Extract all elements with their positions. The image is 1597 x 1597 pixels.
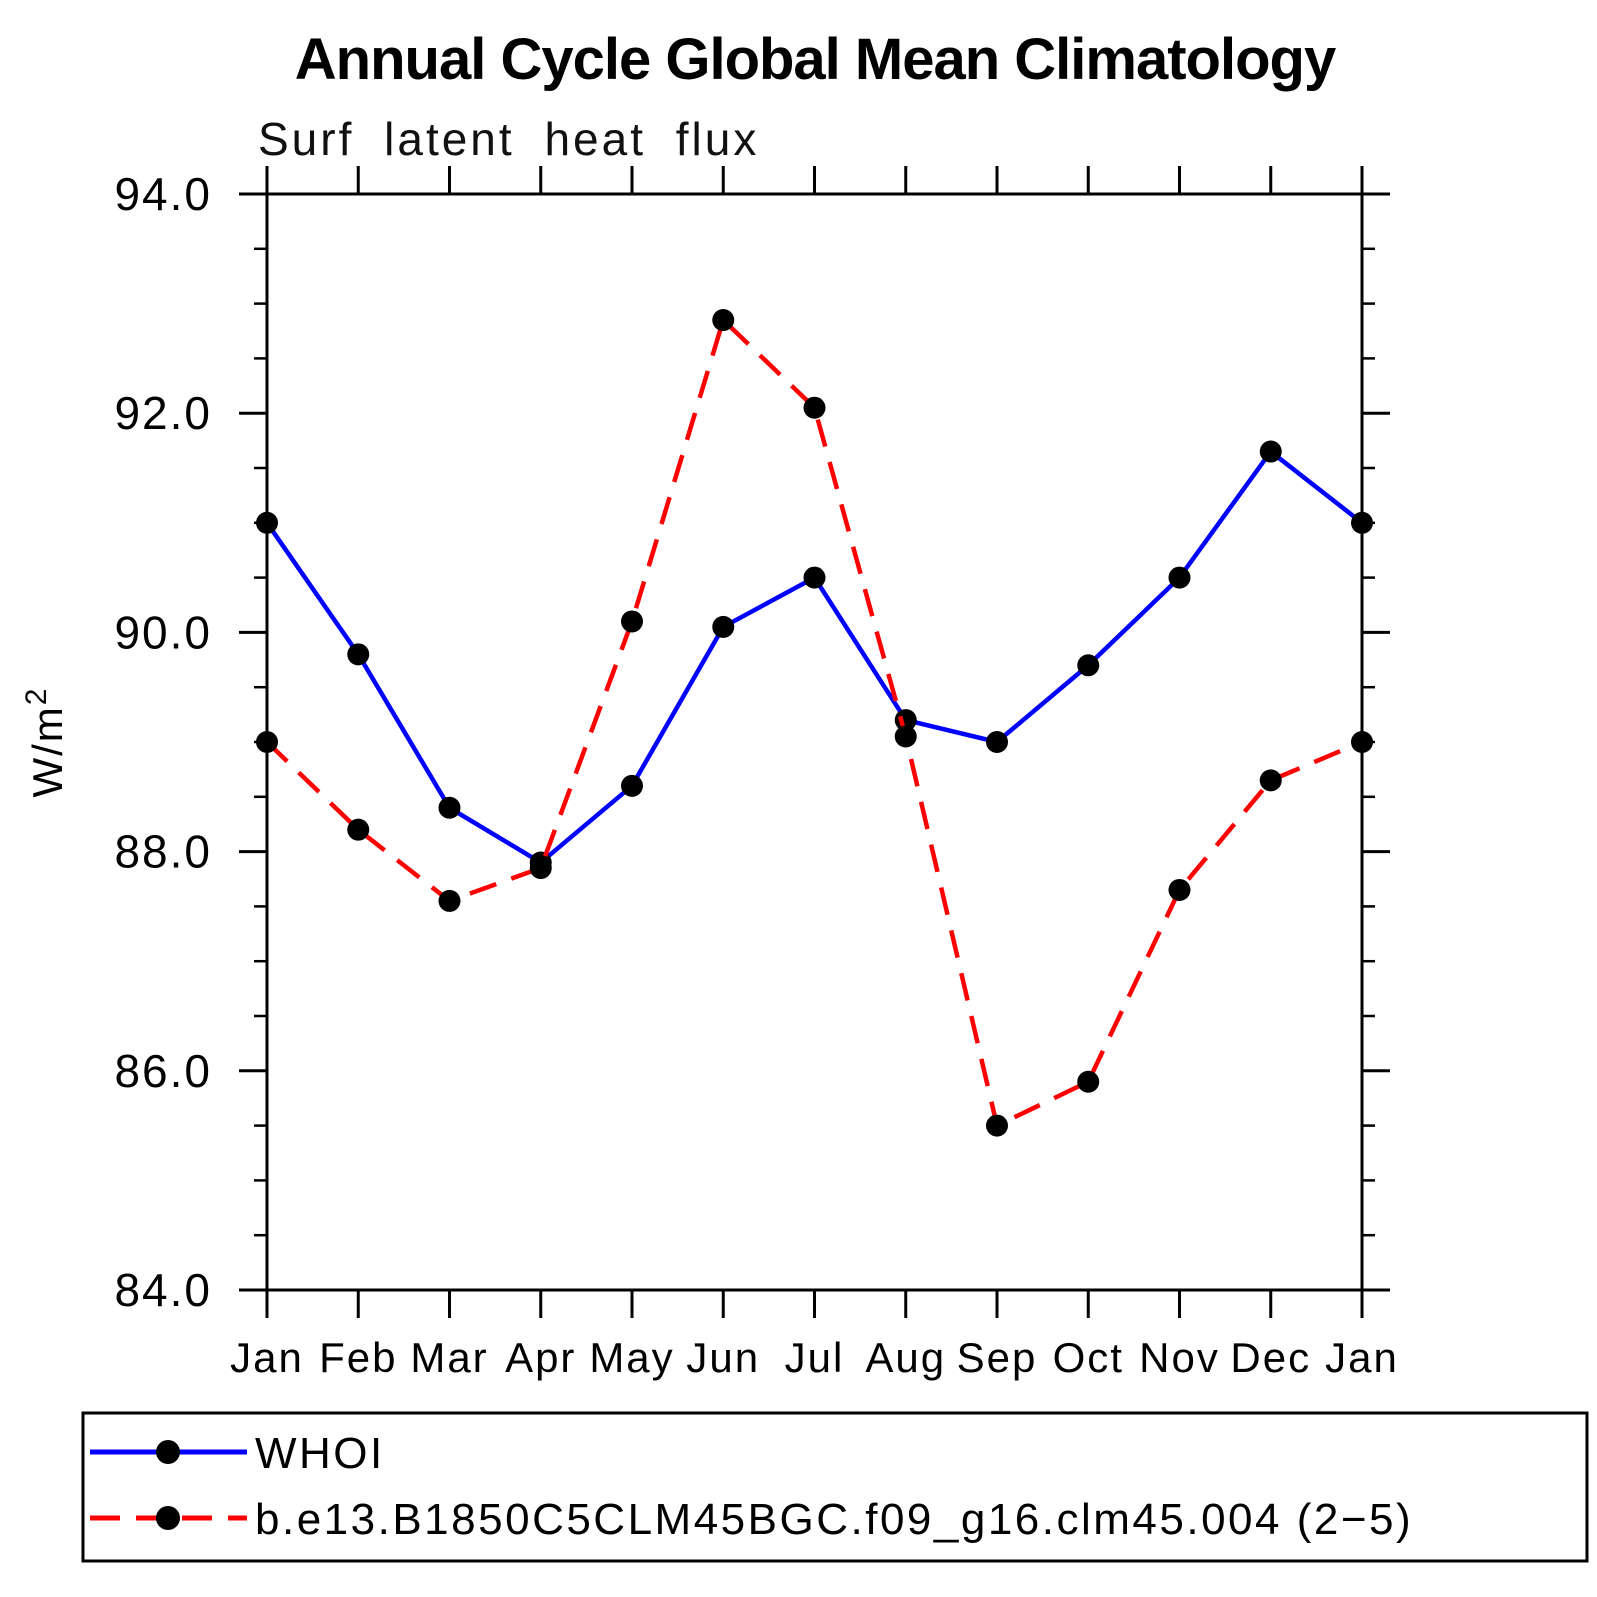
data-point [986, 1114, 1008, 1137]
legend-marker-0 [156, 1440, 180, 1464]
y-tick-label: 86.0 [114, 1045, 212, 1097]
data-point [621, 774, 643, 797]
x-tick-label: Mar [410, 1334, 488, 1381]
data-point [621, 610, 643, 633]
x-tick-label: Nov [1139, 1334, 1220, 1381]
data-point [438, 889, 461, 912]
data-point [256, 731, 278, 753]
x-tick-label: Feb [319, 1334, 397, 1381]
x-tick-label: Oct [1053, 1334, 1124, 1381]
y-tick-label: 88.0 [114, 826, 212, 878]
data-point [1168, 878, 1191, 901]
data-point [894, 709, 917, 732]
data-point [986, 731, 1008, 753]
y-tick-label: 90.0 [114, 606, 212, 658]
x-tick-label: Jun [686, 1334, 760, 1381]
x-tick-label: Sep [957, 1334, 1038, 1381]
chart-title: Annual Cycle Global Mean Climatology [294, 27, 1336, 92]
data-point [256, 511, 278, 534]
series-line-0 [265, 449, 1364, 865]
data-point [803, 396, 826, 419]
data-point [803, 566, 826, 589]
data-point [1351, 731, 1373, 753]
legend-marker-1 [156, 1506, 180, 1530]
y-tick-label: 84.0 [114, 1264, 212, 1316]
series-line-1 [265, 317, 1363, 1128]
data-point [894, 725, 917, 748]
legend-label-0: WHOI [255, 1429, 385, 1478]
x-tick-label: May [589, 1334, 674, 1381]
data-point [1351, 511, 1373, 534]
y-axis-label: W/m2 [20, 687, 71, 798]
plot-frame [265, 192, 1364, 1292]
data-point [712, 615, 735, 638]
x-tick-label: Jan [1325, 1334, 1399, 1381]
x-tick-label: Apr [505, 1334, 576, 1381]
legend-label-1: b.e13.B1850C5CLM45BGC.f09_g16.clm45.004 … [255, 1495, 1413, 1544]
x-tick-label: Aug [865, 1334, 946, 1381]
x-tick-label: Jul [785, 1334, 845, 1381]
data-point [347, 643, 370, 666]
y-axis-label-superscript: 2 [20, 687, 53, 706]
data-point [529, 857, 552, 880]
x-tick-label: Jan [230, 1334, 304, 1381]
data-point [1168, 566, 1191, 589]
data-point [1259, 440, 1282, 463]
data-point [712, 309, 735, 332]
data-point [347, 818, 370, 841]
x-tick-label: Dec [1230, 1334, 1311, 1381]
data-point [1077, 1070, 1100, 1093]
legend-box [81, 1411, 1589, 1563]
chart-subtitle: Surf latent heat flux [258, 113, 760, 165]
data-point [1077, 654, 1100, 677]
data-point [438, 796, 461, 819]
data-point [1259, 769, 1282, 792]
y-tick-label: 94.0 [114, 168, 212, 220]
y-tick-label: 92.0 [114, 387, 212, 439]
